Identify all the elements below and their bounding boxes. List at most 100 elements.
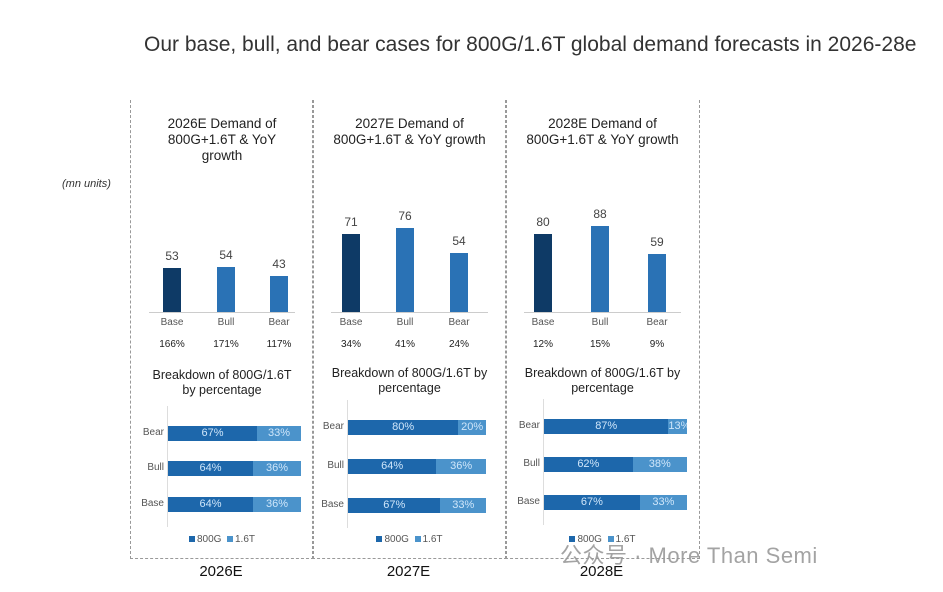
growth-label: 41% — [394, 339, 415, 350]
growth-label: 171% — [213, 339, 239, 350]
legend-800g: 800G — [577, 534, 602, 545]
category-label: Base — [160, 317, 184, 328]
chart-panel-2026E: 2026E Demand of 800G+1.6T & YoY growth 53… — [130, 100, 314, 559]
data-label: 71 — [344, 214, 358, 229]
category-label: Bull — [591, 317, 609, 328]
legend-swatch-800g — [376, 536, 383, 542]
bar-bear — [450, 252, 468, 312]
data-label: 76 — [398, 209, 412, 224]
segment-800g: 64% — [168, 497, 254, 512]
stacked-bar-bear: 87%13% — [544, 419, 687, 434]
growth-label: 15% — [589, 339, 610, 350]
row-label: Bear — [142, 427, 164, 438]
row-label: Base — [321, 499, 344, 510]
stacked-bar-bull: 62% 38% — [544, 457, 687, 472]
stacked-bar-bear: 80% 20% — [348, 420, 486, 435]
breakdown-axis — [167, 406, 168, 527]
growth-label: 166% — [159, 339, 185, 350]
row-label: Bear — [322, 421, 344, 432]
row-label: Bull — [147, 462, 164, 473]
chart-title: 2027E Demand of 800G+1.6T & YoY growth — [333, 116, 486, 147]
row-label: Bull — [523, 458, 540, 469]
watermark: 公众号 · More Than Semi — [560, 543, 818, 568]
bar-bull — [396, 228, 414, 312]
segment-1-6t: 38% — [632, 457, 687, 472]
breakdown-axis — [347, 400, 348, 528]
legend-800g: 800G — [384, 534, 409, 545]
bar-base — [534, 233, 552, 312]
legend: 800G 1.6T — [313, 534, 506, 545]
data-label: 53 — [165, 249, 179, 263]
x-axis — [524, 312, 681, 313]
data-label: 59 — [650, 235, 664, 250]
row-label: Base — [141, 498, 164, 509]
bar-bear — [648, 254, 666, 312]
segment-800g: 62% — [544, 457, 633, 472]
growth-label: 24% — [448, 339, 469, 350]
legend-swatch-1-6t — [607, 536, 614, 542]
legend: 800G 1.6T — [506, 534, 699, 545]
category-label: Bull — [217, 317, 235, 328]
x-axis — [149, 312, 295, 313]
breakdown-title: Breakdown of 800G/1.6T by percentage — [152, 368, 292, 397]
category-label: Base — [531, 317, 555, 328]
segment-1-6t: 20% — [458, 420, 486, 435]
category-label: Bear — [646, 317, 668, 328]
segment-800g: 67% — [348, 498, 441, 513]
segment-1-6t: 36% — [253, 461, 301, 476]
growth-label: 12% — [532, 339, 553, 350]
segment-800g: 67% — [168, 426, 258, 441]
bar-base — [163, 268, 181, 312]
row-label: Bull — [327, 460, 344, 471]
data-label: 54 — [219, 248, 233, 263]
stacked-bar-base: 67% 33% — [348, 498, 486, 513]
heading: Our base, bull, and bear cases for 800G/… — [144, 33, 917, 56]
segment-800g: 87% — [544, 419, 669, 434]
legend-1-6t: 1.6T — [235, 534, 256, 545]
segment-800g: 67% — [544, 495, 640, 510]
units-label: (mn units) — [62, 178, 111, 190]
legend-swatch-800g — [188, 536, 195, 542]
segment-800g: 80% — [348, 420, 459, 435]
category-label: Bear — [448, 317, 470, 328]
chart-panel-2028E: 2028E Demand of 800G+1.6T & YoY growth 80… — [505, 100, 700, 559]
bar-base — [342, 233, 360, 312]
year-label: 2027E — [386, 563, 431, 580]
growth-label: 34% — [340, 339, 361, 350]
x-axis — [331, 312, 488, 313]
growth-label: 9% — [649, 339, 665, 350]
chart-title: 2028E Demand of 800G+1.6T & YoY growth — [526, 116, 679, 147]
chart-panel-2027E: 2027E Demand of 800G+1.6T & YoY growth 71… — [312, 100, 507, 559]
data-label: 80 — [536, 214, 550, 229]
segment-1-6t: 33% — [257, 426, 301, 441]
legend: 800G 1.6T — [131, 534, 313, 545]
stacked-bar-base: 67% 33% — [544, 495, 687, 510]
stacked-bar-bull: 64% 36% — [168, 461, 301, 476]
legend-1-6t: 1.6T — [615, 534, 636, 545]
year-label: 2026E — [199, 563, 243, 580]
row-label: Bear — [518, 420, 540, 431]
legend-800g: 800G — [196, 534, 222, 545]
breakdown-title: Breakdown of 800G/1.6T by percentage — [331, 366, 488, 395]
segment-1-6t: 13% — [668, 419, 687, 434]
segment-1-6t: 36% — [436, 459, 486, 474]
bar-bear — [270, 276, 288, 312]
legend-swatch-800g — [569, 536, 576, 542]
stacked-bar-bull: 64% 36% — [348, 459, 486, 474]
data-label: 43 — [272, 257, 286, 272]
bar-bull — [217, 267, 235, 312]
stacked-bar-bear: 67% 33% — [168, 426, 301, 441]
stacked-bar-base: 64% 36% — [168, 497, 301, 512]
breakdown-title: Breakdown of 800G/1.6T by percentage — [524, 366, 681, 395]
segment-1-6t: 36% — [253, 497, 301, 512]
segment-1-6t: 33% — [639, 495, 687, 510]
bar-bull — [591, 225, 609, 312]
category-label: Bear — [268, 317, 290, 328]
chart-title: 2026E Demand of 800G+1.6T & YoY growth — [167, 116, 277, 163]
legend-1-6t: 1.6T — [422, 534, 443, 545]
legend-swatch-1-6t — [414, 536, 421, 542]
legend-swatch-1-6t — [227, 536, 233, 542]
segment-800g: 64% — [168, 461, 254, 476]
segment-1-6t: 33% — [440, 498, 486, 513]
data-label: 54 — [452, 233, 466, 248]
